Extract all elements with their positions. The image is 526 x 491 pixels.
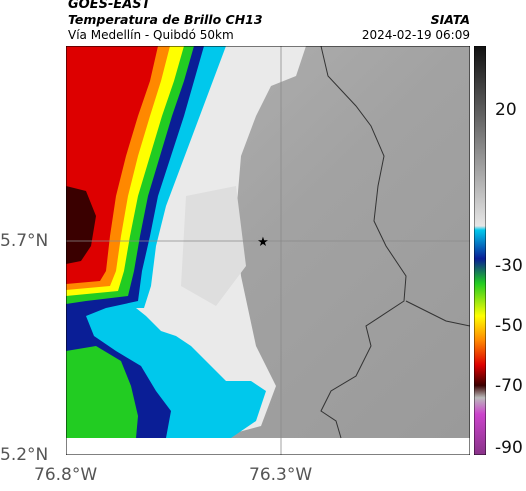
organization-label: SIATA xyxy=(430,12,470,27)
lon-tick-label: 76.3°W xyxy=(249,465,313,485)
lon-tick-label: 76.8°W xyxy=(34,465,98,485)
boundary-line-2 xyxy=(405,300,470,327)
colorbar-tick-label: -30 xyxy=(495,256,523,276)
colorbar-tick-label: -90 xyxy=(495,438,523,458)
colorbar xyxy=(474,46,486,455)
darkred-core xyxy=(66,186,96,264)
lat-tick-label: 5.7°N xyxy=(0,231,49,251)
green-blob-bottom xyxy=(66,346,138,438)
lat-tick-label: 5.2°N xyxy=(0,445,49,465)
route-label: Vía Medellín - Quibdó 50km xyxy=(68,28,234,42)
colorbar-tick-label: 20 xyxy=(495,100,517,120)
boundary-line xyxy=(320,46,407,439)
cloud-light-patch xyxy=(181,186,246,306)
datetime-label: 2024-02-19 06:09 xyxy=(361,28,470,42)
colorbar-fill xyxy=(474,46,486,455)
colorbar-tick-label: -70 xyxy=(495,376,523,396)
brightness-temperature-map: ★ xyxy=(66,46,470,455)
satellite-title: GOES-EAST xyxy=(68,0,151,12)
colorbar-tick-label: -50 xyxy=(495,316,523,336)
product-title: Temperatura de Brillo CH13 xyxy=(68,12,263,27)
star-icon: ★ xyxy=(257,235,269,250)
